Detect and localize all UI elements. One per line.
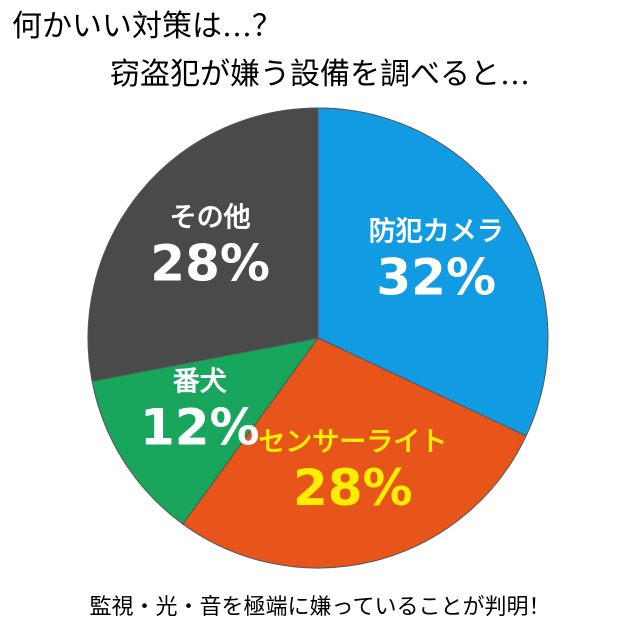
pie-slice [87, 107, 319, 382]
chart-title: 何かいい対策は…？ [12, 9, 282, 44]
slice-value-label: 32% [376, 248, 496, 306]
slice-value-label: 12% [140, 399, 260, 457]
slice-label: 番犬 [173, 367, 227, 398]
slice-label: 防犯カメラ [369, 216, 504, 247]
slice-value-label: 28% [293, 459, 413, 517]
chart-caption: 監視・光・音を極端に嫌っていることが判明！ [90, 595, 551, 620]
pie-slice [317, 107, 549, 437]
slice-label: その他 [170, 202, 251, 233]
slice-label: センサーライト [258, 427, 447, 458]
chart-subtitle: 窃盗犯が嫌う設備を調べると… [110, 57, 530, 92]
pie-slice [91, 337, 320, 525]
pie-slice [182, 337, 527, 569]
slice-value-label: 28% [150, 234, 270, 292]
